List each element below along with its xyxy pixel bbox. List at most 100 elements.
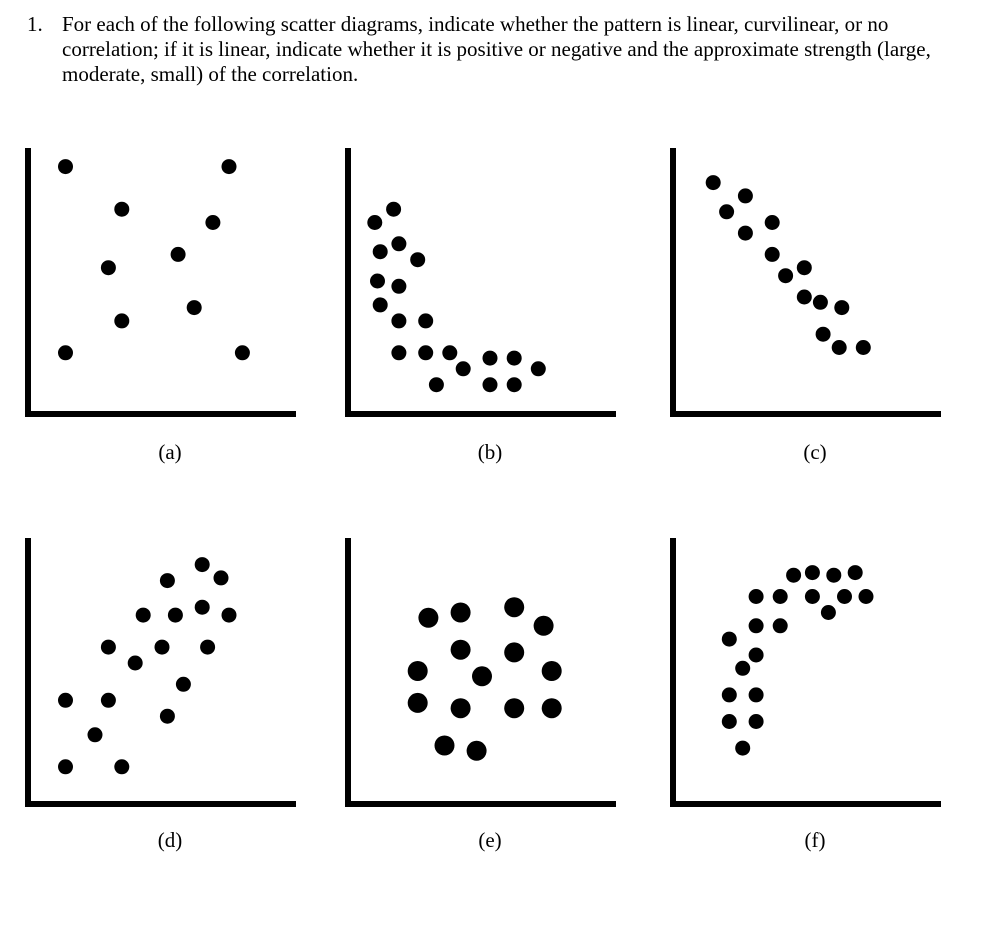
data-point-b-16 [455,361,471,377]
data-point-e-3 [504,597,525,618]
scatter-plot-a: (a) [20,140,320,464]
data-point-f-8 [748,647,764,663]
data-point-b-6 [370,273,385,289]
data-point-e-1 [418,607,439,628]
scatter-plot-c: (c) [665,140,965,464]
data-point-b-12 [418,345,434,361]
data-point-f-20 [858,589,874,604]
data-point-f-1 [721,631,737,647]
data-point-f-10 [748,589,764,604]
data-point-f-7 [748,687,764,703]
data-point-e-12 [504,698,525,719]
data-point-d-6 [159,708,175,724]
data-point-e-15 [466,740,487,761]
scatter-svg-b [345,148,616,417]
data-point-c-1 [705,175,721,191]
data-point-f-13 [786,567,802,583]
data-point-d-4 [58,692,73,708]
data-point-c-14 [855,340,871,355]
data-point-a-8 [114,313,130,329]
data-point-f-15 [804,589,820,604]
plot-label-d: (d) [157,828,183,852]
data-point-c-10 [812,294,828,310]
data-point-c-11 [834,300,850,316]
data-point-c-8 [796,260,812,276]
data-point-b-2 [386,201,402,217]
data-point-d-12 [135,607,151,623]
scatter-svg-d [25,538,296,807]
data-point-b-8 [372,297,388,313]
data-point-d-10 [154,639,170,655]
data-point-d-18 [213,570,229,586]
data-point-b-19 [482,377,498,393]
data-point-d-9 [100,639,116,655]
data-point-e-13 [541,698,562,719]
data-point-d-1 [58,759,73,775]
data-point-b-9 [391,313,407,329]
data-point-f-18 [837,589,852,604]
data-point-d-8 [175,676,191,692]
scatter-svg-f [670,538,941,807]
data-point-b-3 [372,244,388,260]
data-point-a-1 [58,159,73,175]
data-point-e-2 [450,602,471,623]
data-point-e-7 [407,661,428,681]
data-point-c-5 [764,215,780,230]
data-point-b-5 [410,252,426,268]
data-point-c-9 [796,289,812,305]
data-point-d-14 [194,599,210,615]
data-point-f-14 [804,565,820,581]
data-point-c-6 [764,246,780,262]
data-point-f-17 [826,567,842,583]
data-point-a-4 [205,215,221,230]
data-point-d-13 [167,607,183,623]
data-point-b-4 [391,236,407,252]
data-point-c-4 [737,225,753,241]
scatter-svg-e [345,538,616,807]
data-point-b-14 [482,350,498,366]
question: 1. For each of the following scatter dia… [27,12,977,87]
data-point-d-5 [100,692,116,708]
data-point-b-7 [391,278,407,294]
scatter-plot-d: (d) [20,530,320,852]
data-point-d-11 [200,639,216,655]
question-text: For each of the following scatter diagra… [62,12,931,86]
data-point-c-13 [831,340,847,355]
data-point-f-3 [721,687,737,703]
data-point-b-18 [428,377,444,393]
data-point-e-4 [533,615,554,636]
scatter-plot-b: (b) [340,140,640,464]
data-point-a-5 [170,246,186,262]
data-point-e-9 [541,661,562,681]
data-point-e-6 [504,642,525,663]
data-point-f-12 [772,618,788,634]
data-point-e-10 [407,692,428,713]
data-point-d-7 [127,655,143,671]
plot-label-e: (e) [478,828,502,852]
data-point-e-8 [472,666,492,687]
data-point-f-16 [820,605,836,620]
data-point-c-7 [778,268,794,284]
data-point-b-15 [506,350,522,366]
data-point-a-3 [114,201,130,217]
scatter-plot-f: (f) [665,530,965,852]
data-point-d-3 [87,727,103,743]
question-number: 1. [27,12,43,36]
data-point-b-13 [442,345,458,361]
data-point-a-10 [234,345,250,361]
data-point-b-10 [418,313,434,329]
scatter-plot-e: (e) [340,530,640,852]
data-point-b-11 [391,345,407,361]
data-point-e-14 [434,735,455,756]
data-point-a-9 [58,345,73,361]
data-point-c-2 [719,204,735,220]
data-point-a-2 [221,159,237,175]
data-point-d-17 [194,557,210,573]
data-point-f-5 [735,740,751,756]
scatter-svg-a [25,148,296,417]
data-point-f-19 [847,565,863,581]
data-point-c-3 [737,188,753,204]
data-point-f-6 [748,714,764,729]
data-point-d-16 [159,573,175,589]
data-point-f-9 [748,618,764,634]
